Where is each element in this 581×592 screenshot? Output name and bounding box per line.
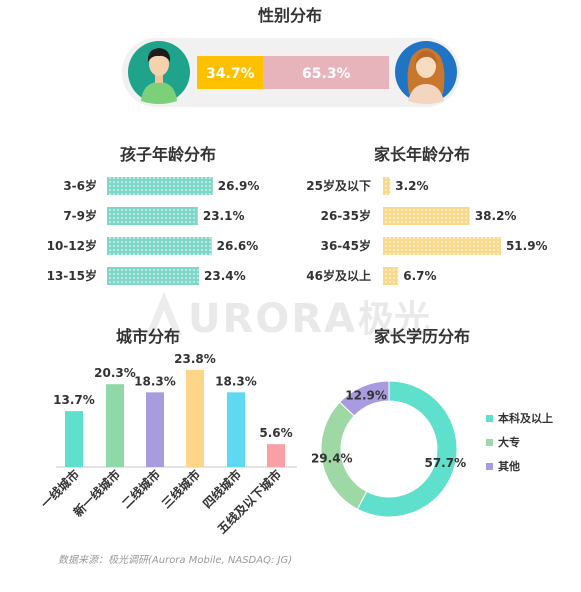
child-age-chart: 孩子年龄分布 3-6岁 26.9% 7-9岁 23.1% 10-12岁 26.6% 13-15…	[47, 145, 260, 285]
chart-title: 城市分布	[116, 327, 180, 346]
slice-label: 29.4%	[311, 451, 353, 465]
legend-label: 其他	[498, 459, 520, 473]
bar-mark	[106, 384, 124, 467]
bar-mark	[227, 392, 245, 467]
value-label: 38.2%	[475, 209, 517, 223]
bar-mark	[383, 177, 391, 195]
legend-label: 大专	[498, 435, 520, 449]
bar-mark	[146, 392, 164, 467]
watermark-latin: URORA	[188, 296, 357, 342]
value-label: 23.1%	[203, 209, 245, 223]
value-label: 18.3%	[215, 374, 257, 388]
bar-mark	[107, 177, 213, 195]
category-label: 36-45岁	[321, 238, 371, 253]
legend-swatch	[486, 415, 493, 422]
male-avatar-icon	[128, 41, 190, 104]
category-label: 10-12岁	[47, 238, 97, 253]
chart-title: 家长学历分布	[374, 327, 470, 346]
gender-section: 性别分布 34.7% 65.3%	[122, 6, 460, 107]
donut-slice	[356, 380, 458, 518]
bar-mark	[186, 369, 204, 467]
legend-swatch	[486, 463, 493, 470]
bar-mark	[107, 207, 198, 225]
category-label: 25岁及以下	[306, 178, 371, 193]
gender-title: 性别分布	[258, 6, 322, 25]
bar-mark	[383, 237, 501, 255]
value-label: 20.3%	[94, 366, 136, 380]
value-label: 3.2%	[395, 179, 428, 193]
value-label: 13.7%	[53, 393, 95, 407]
bar-mark	[267, 444, 285, 467]
female-avatar-icon	[395, 41, 457, 104]
gender-male-label: 34.7%	[206, 66, 255, 82]
category-label: 7-9岁	[63, 208, 97, 223]
aurora-watermark: URORA 极光	[146, 292, 430, 342]
city-chart: 城市分布13.7%一线城市20.3%新一线城市18.3%二线城市23.8%三线城…	[38, 327, 297, 537]
value-label: 23.4%	[204, 269, 246, 283]
donut-slice	[339, 380, 390, 417]
bar-mark	[383, 207, 470, 225]
gender-female-bar	[263, 56, 389, 89]
source-note: 数据来源：极光调研(Aurora Mobile, NASDAQ: JG)	[58, 554, 292, 566]
bar-mark	[65, 411, 83, 467]
category-label: 26-35岁	[321, 208, 371, 223]
tick-label: 二线城市	[119, 467, 164, 512]
slice-label: 12.9%	[345, 389, 387, 403]
bar-mark	[107, 237, 212, 255]
value-label: 26.9%	[218, 179, 260, 193]
slice-label: 57.7%	[424, 456, 466, 470]
value-label: 23.8%	[174, 352, 216, 366]
value-label: 6.7%	[403, 269, 436, 283]
category-label: 46岁及以上	[306, 268, 371, 283]
value-label: 51.9%	[506, 239, 548, 253]
value-label: 18.3%	[134, 374, 176, 388]
category-label: 3-6岁	[63, 178, 97, 193]
value-label: 5.6%	[259, 426, 292, 440]
aurora-logo-icon	[146, 292, 182, 335]
chart-title: 家长年龄分布	[374, 145, 470, 164]
legend-swatch	[486, 439, 493, 446]
value-label: 26.6%	[217, 239, 259, 253]
bar-mark	[107, 267, 200, 285]
category-label: 13-15岁	[47, 268, 97, 283]
tick-label: 三线城市	[159, 467, 204, 512]
gender-female-label: 65.3%	[302, 66, 351, 82]
legend-label: 本科及以上	[498, 411, 553, 425]
gender-male-bar	[197, 56, 264, 89]
watermark-cn: 极光	[358, 299, 430, 340]
bar-mark	[383, 267, 399, 285]
chart-title: 孩子年龄分布	[120, 145, 216, 164]
